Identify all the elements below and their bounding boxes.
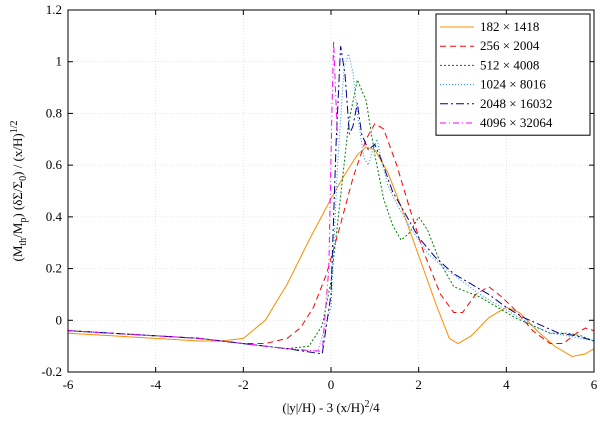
series-line-5 [67,46,595,355]
y-tick-label: 1.2 [46,2,62,17]
legend-box [435,13,591,136]
legend: 182 × 1418 256 × 2004 512 × 4008 1024 × 801… [435,13,591,136]
y-tick-label: 0.4 [46,209,63,224]
x-tick-label: -6 [63,377,74,392]
x-tick-label: 4 [503,377,510,392]
y-tick-label: 0.8 [46,105,62,120]
y-tick-label: 0.2 [46,261,62,276]
x-tick-label: 0 [328,377,335,392]
y-axis-label: (Mth/Mp) (δΣ/Σ0) / (x/H)1/2 [9,120,29,261]
legend-label: 4096 × 32064 [480,115,553,130]
legend-label: 1024 × 8016 [480,77,546,92]
legend-label: 2048 × 16032 [480,96,552,111]
legend-label: 256 × 2004 [480,38,540,53]
y-tick-label: 0 [56,312,63,327]
x-axis-label: (|y|/H) - 3 (x/H)2/4 [282,399,380,415]
x-tick-label: 2 [415,377,422,392]
y-tick-label: 0.6 [46,157,63,172]
series-line-2 [67,123,595,345]
x-tick-label: -2 [238,377,249,392]
series-lines [67,41,595,358]
series-line-6 [67,41,339,352]
legend-label: 512 × 4008 [480,57,539,72]
legend-label: 182 × 1418 [480,19,539,34]
x-tick-label: 6 [591,377,598,392]
y-tick-label: -0.2 [41,364,62,379]
axis-ticks: -6 -4 -2 0 2 4 6 -0.2 0 0.2 0.4 0.6 0.8 1 1.2 [41,2,597,392]
x-tick-label: -4 [150,377,161,392]
y-tick-label: 1 [56,54,63,69]
